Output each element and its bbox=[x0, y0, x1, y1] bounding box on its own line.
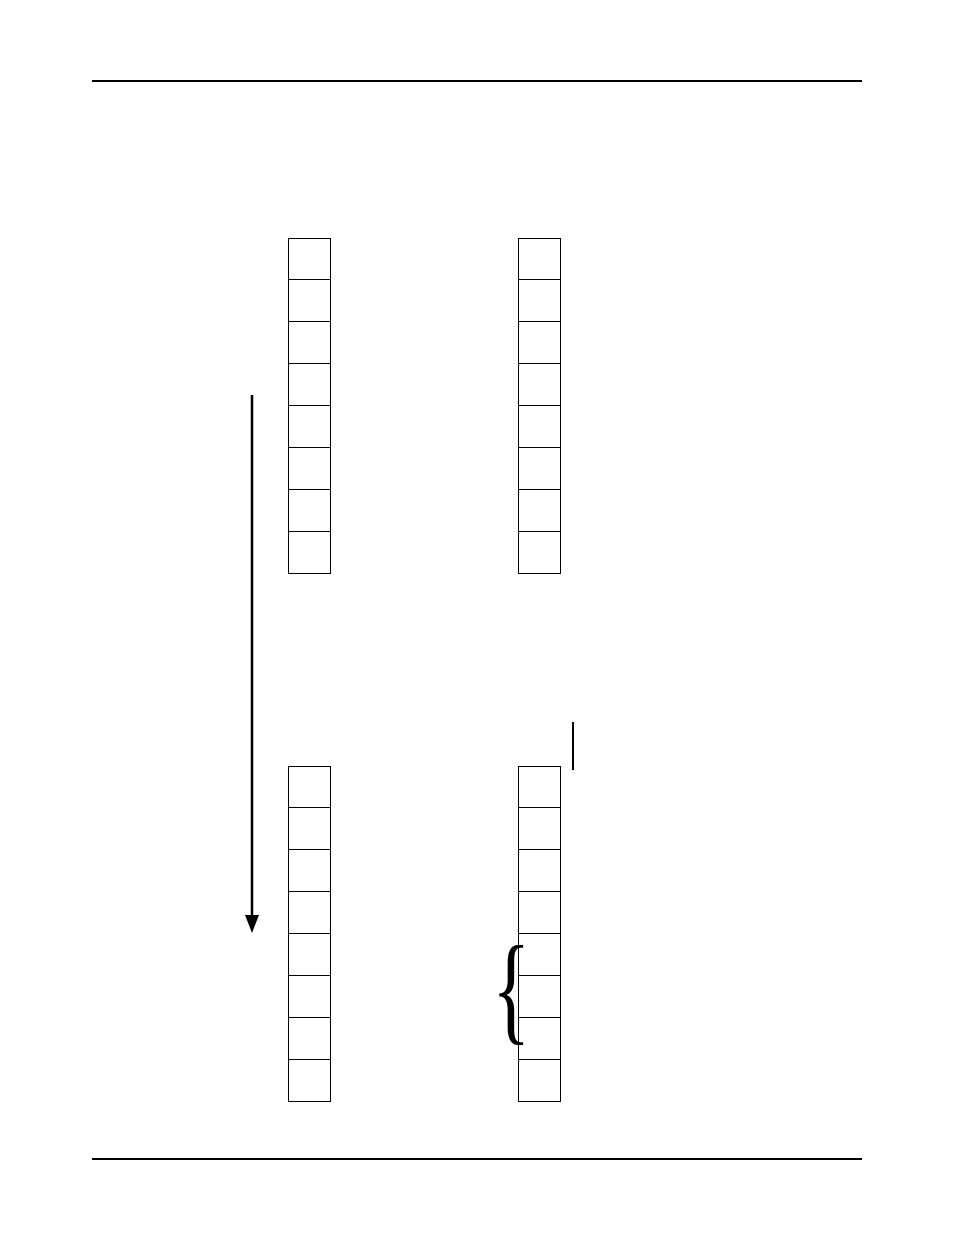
stack-bottom-right-cell-1 bbox=[518, 808, 561, 850]
stack-bottom-left-cell-0 bbox=[288, 766, 331, 808]
stack-top-left-cell-4 bbox=[288, 406, 331, 448]
stack-bottom-left-cell-5 bbox=[288, 976, 331, 1018]
stack-top-left-cell-1 bbox=[288, 280, 331, 322]
stack-top-left bbox=[288, 238, 331, 574]
stack-bottom-right-cell-0 bbox=[518, 766, 561, 808]
stack-top-left-cell-3 bbox=[288, 364, 331, 406]
stack-top-left-cell-2 bbox=[288, 322, 331, 364]
stack-bottom-left-cell-6 bbox=[288, 1018, 331, 1060]
stack-top-left-cell-0 bbox=[288, 238, 331, 280]
brace-icon: { bbox=[492, 930, 530, 1050]
stack-bottom-left-cell-3 bbox=[288, 892, 331, 934]
stack-top-right-cell-1 bbox=[518, 280, 561, 322]
stack-bottom-left-cell-1 bbox=[288, 808, 331, 850]
stack-top-right-cell-6 bbox=[518, 490, 561, 532]
stack-top-right-cell-3 bbox=[518, 364, 561, 406]
stack-top-left-cell-6 bbox=[288, 490, 331, 532]
stack-top-right-cell-4 bbox=[518, 406, 561, 448]
tick-mark bbox=[572, 722, 574, 770]
stack-bottom-left-cell-2 bbox=[288, 850, 331, 892]
bottom-rule bbox=[92, 1158, 862, 1160]
stack-top-right-cell-2 bbox=[518, 322, 561, 364]
stack-top-left-cell-7 bbox=[288, 532, 331, 574]
stack-bottom-right-cell-2 bbox=[518, 850, 561, 892]
stack-top-right-cell-7 bbox=[518, 532, 561, 574]
stack-top-right-cell-5 bbox=[518, 448, 561, 490]
stack-bottom-left-cell-7 bbox=[288, 1060, 331, 1102]
stack-top-left-cell-5 bbox=[288, 448, 331, 490]
stack-top-right bbox=[518, 238, 561, 574]
stack-bottom-left-cell-4 bbox=[288, 934, 331, 976]
stack-bottom-left bbox=[288, 766, 331, 1102]
stack-bottom-right-cell-7 bbox=[518, 1060, 561, 1102]
down-arrow-icon bbox=[243, 395, 261, 944]
stack-top-right-cell-0 bbox=[518, 238, 561, 280]
top-rule bbox=[92, 80, 862, 82]
